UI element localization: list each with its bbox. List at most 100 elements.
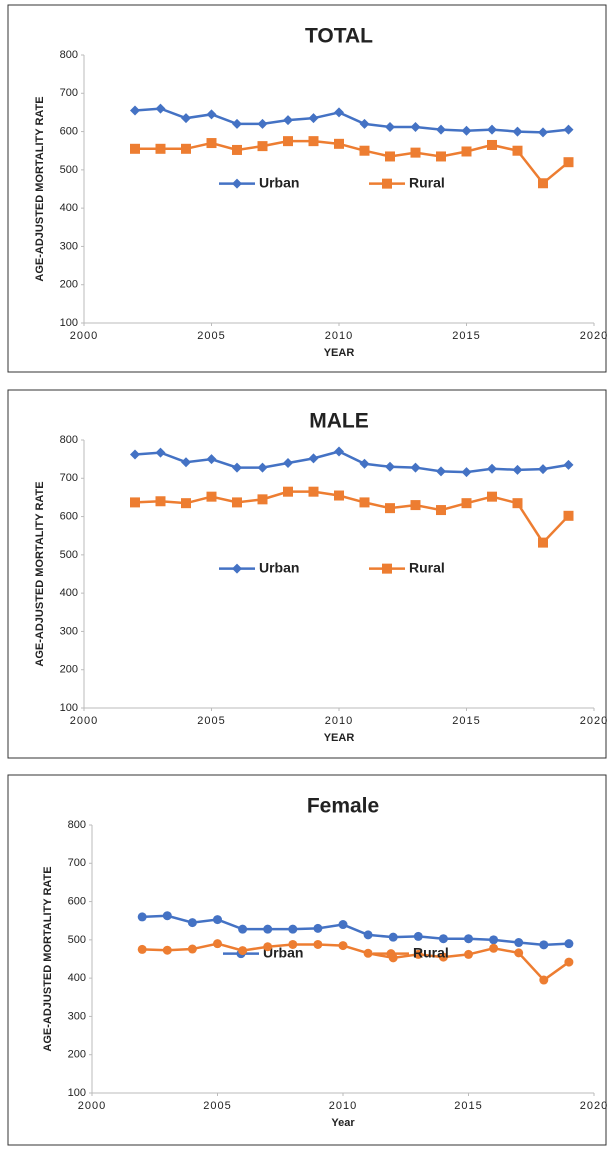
legend-label: Urban — [259, 174, 299, 190]
marker — [385, 121, 395, 132]
x-tick-label: 2010 — [325, 330, 353, 342]
chart-title: Female — [307, 795, 379, 818]
marker — [338, 941, 348, 951]
marker — [155, 103, 166, 114]
marker — [155, 496, 166, 507]
marker — [232, 462, 242, 473]
marker — [386, 949, 396, 959]
marker — [563, 157, 574, 168]
marker — [538, 178, 548, 189]
y-tick-label: 300 — [68, 1010, 86, 1022]
y-tick-label: 800 — [60, 434, 78, 446]
marker — [257, 141, 268, 152]
y-tick-label: 800 — [60, 49, 78, 61]
marker — [137, 912, 147, 922]
marker — [382, 563, 392, 574]
legend-label: Rural — [409, 174, 445, 190]
y-tick-label: 200 — [60, 279, 78, 291]
marker — [137, 944, 147, 954]
marker — [359, 458, 370, 469]
marker — [385, 503, 395, 514]
marker — [263, 942, 273, 952]
marker — [487, 124, 497, 135]
marker — [238, 946, 248, 956]
x-tick-label: 2020 — [580, 330, 608, 342]
x-tick-label: 2015 — [452, 715, 480, 727]
x-tick-label: 2010 — [329, 1100, 357, 1112]
marker — [334, 138, 344, 149]
marker — [232, 178, 242, 189]
marker — [538, 537, 548, 548]
y-tick-label: 700 — [60, 87, 78, 99]
marker — [155, 143, 166, 154]
y-tick-label: 500 — [60, 549, 78, 561]
marker — [489, 943, 499, 953]
x-tick-label: 2015 — [452, 330, 480, 342]
marker — [206, 138, 217, 149]
marker — [436, 466, 446, 477]
marker — [563, 459, 574, 470]
chart-title: MALE — [309, 410, 369, 433]
x-axis-title: YEAR — [324, 347, 355, 359]
panel-frame — [7, 4, 607, 373]
marker — [436, 151, 446, 162]
marker — [461, 498, 472, 509]
series-line — [134, 450, 569, 474]
marker — [461, 467, 472, 478]
y-axis-title: AGE-ADJUSTED MORTALITY RATE — [34, 96, 46, 281]
marker — [213, 915, 222, 925]
marker — [181, 113, 191, 124]
y-tick-label: 500 — [68, 934, 86, 946]
marker — [130, 497, 140, 508]
x-tick-label: 2000 — [78, 1100, 106, 1112]
series-line — [134, 107, 569, 134]
marker — [436, 505, 446, 516]
y-axis-title: AGE-ADJUSTED MORTALITY RATE — [34, 481, 46, 666]
marker — [130, 449, 140, 460]
marker — [338, 920, 348, 930]
marker — [130, 143, 140, 154]
marker — [487, 463, 497, 474]
marker — [461, 146, 472, 157]
y-tick-label: 600 — [60, 510, 78, 522]
marker — [539, 975, 549, 985]
marker — [382, 178, 392, 189]
y-tick-label: 200 — [68, 1049, 86, 1061]
marker — [162, 945, 172, 955]
y-tick-label: 400 — [60, 587, 78, 599]
legend-label: Rural — [409, 559, 445, 575]
marker — [410, 462, 421, 473]
marker — [363, 948, 373, 958]
marker — [410, 500, 421, 511]
marker — [359, 497, 370, 508]
marker — [257, 118, 268, 129]
x-tick-label: 2000 — [70, 330, 98, 342]
marker — [187, 918, 197, 928]
marker — [308, 136, 319, 147]
marker — [232, 144, 242, 155]
marker — [563, 510, 574, 521]
marker — [181, 457, 191, 468]
marker — [334, 490, 344, 501]
marker — [181, 143, 191, 154]
y-tick-label: 400 — [68, 972, 86, 984]
marker — [232, 563, 242, 574]
marker — [514, 938, 524, 948]
marker — [334, 446, 344, 457]
marker — [464, 934, 473, 944]
marker — [410, 121, 421, 132]
marker — [308, 453, 319, 464]
marker — [385, 151, 395, 162]
marker — [539, 940, 549, 950]
marker — [313, 923, 323, 933]
y-tick-label: 700 — [68, 857, 86, 869]
marker — [487, 139, 497, 150]
marker — [283, 115, 293, 126]
x-axis-title: Year — [331, 1117, 355, 1129]
marker — [213, 939, 222, 949]
marker — [283, 486, 293, 497]
marker — [413, 949, 423, 959]
y-tick-label: 100 — [60, 317, 78, 329]
y-tick-label: 400 — [60, 202, 78, 214]
